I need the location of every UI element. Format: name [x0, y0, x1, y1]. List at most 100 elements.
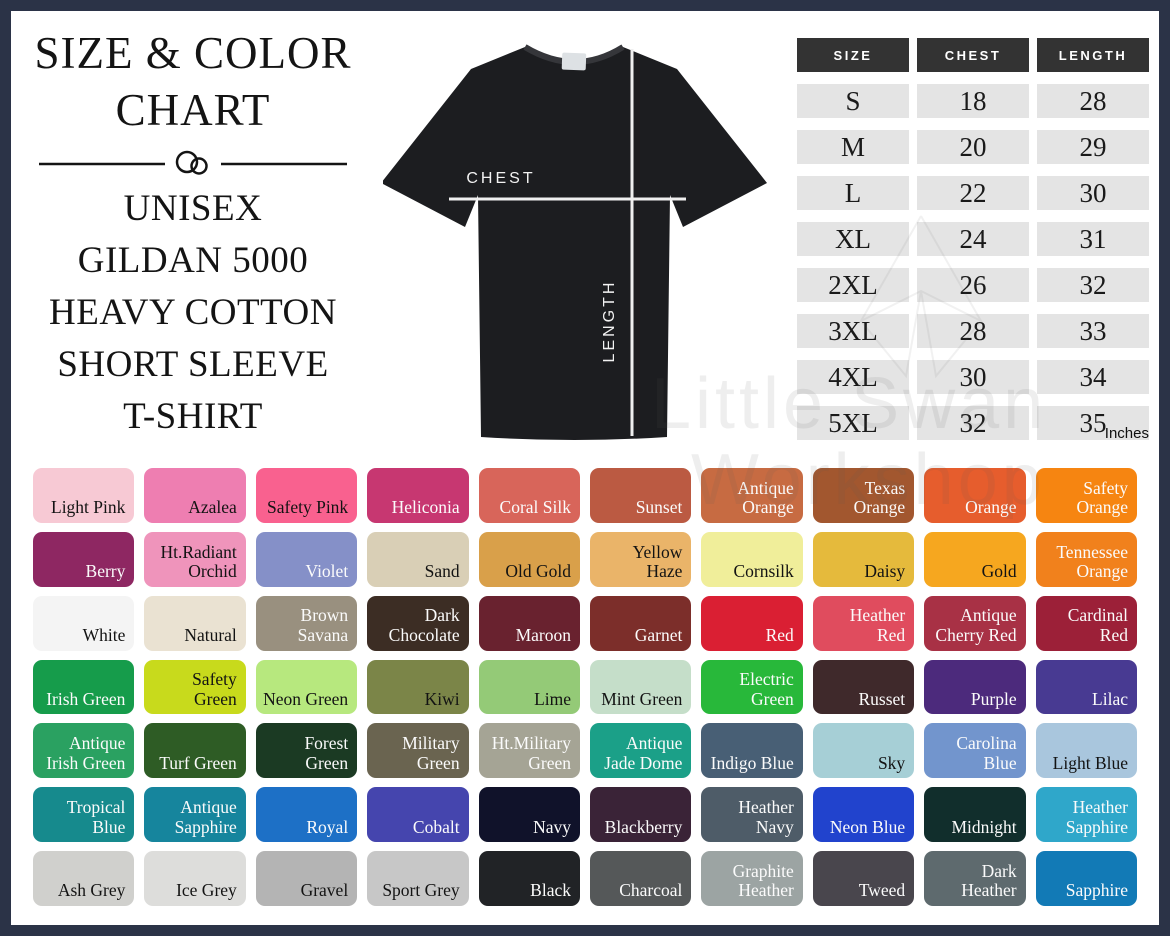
swatch-label: Kiwi: [424, 688, 460, 709]
table-cell: 33: [1037, 314, 1149, 348]
swatch-sunset: Sunset: [590, 468, 692, 523]
swatch-sapphire: Sapphire: [1035, 851, 1137, 906]
swatch-forest-green: Forest Green: [255, 723, 358, 779]
table-header-cell: LENGTH: [1037, 38, 1149, 72]
table-cell: 32: [917, 406, 1029, 440]
swatch-neon-green: Neon Green: [255, 659, 358, 715]
swatch-safety-orange: Safety Orange: [1035, 468, 1137, 523]
subtitle-line: GILDAN 5000: [77, 240, 309, 281]
table-cell: 4XL: [797, 360, 909, 394]
swatch-label: Forest Green: [304, 733, 349, 773]
swatch-label: Ice Grey: [176, 880, 237, 901]
table-cell: 32: [1037, 268, 1149, 302]
swatch-label: Black: [530, 880, 571, 901]
swatch-turf-green: Turf Green: [144, 723, 246, 779]
swatch-label: Light Pink: [51, 497, 126, 518]
subtitle-line: HEAVY COTTON: [49, 292, 337, 333]
swatch-carolina-blue: Carolina Blue: [924, 723, 1026, 779]
swatch-gold: Gold: [924, 531, 1026, 587]
table-cell: 30: [1037, 176, 1149, 210]
table-cell: 28: [1037, 84, 1149, 118]
chest-label: CHEST: [466, 170, 535, 187]
swatch-coral-silk: Coral Silk: [478, 468, 580, 523]
swatch-label: Light Blue: [1052, 752, 1128, 773]
swatch-label: Ash Grey: [57, 880, 126, 901]
swatch-label: Mint Green: [601, 688, 683, 709]
table-cell: 20: [917, 130, 1029, 164]
swatch-red: Red: [701, 595, 803, 651]
swatch-label: Ht.Radiant Orchid: [160, 541, 237, 582]
swatch-irish-green: Irish Green: [33, 659, 135, 715]
table-cell: 24: [917, 222, 1029, 256]
swatch-label: Orange: [965, 497, 1017, 518]
swatch-cornsilk: Cornsilk: [701, 531, 803, 587]
size-table: SIZE CHEST LENGTH S 18 28 M 20 29 L 22 30 XL 24 31 2XL 2…: [797, 38, 1149, 440]
table-cell: M: [797, 130, 909, 164]
swatch-label: Brown Savana: [297, 605, 349, 645]
swatch-lime: Lime: [478, 659, 580, 715]
swatch-old-gold: Old Gold: [478, 531, 580, 587]
swatch-azalea: Azalea: [144, 468, 246, 523]
swatch-label: Red: [765, 624, 794, 645]
length-label: LENGTH: [601, 280, 618, 363]
swatch-antique-sapphire: Antique Sapphire: [144, 787, 246, 843]
swatch-heather-red: Heather Red: [812, 595, 915, 651]
table-header-cell: CHEST: [917, 38, 1029, 72]
swatch-maroon: Maroon: [478, 595, 580, 651]
swatch-label: Safety Green: [192, 669, 237, 709]
units-note: Inches: [1104, 425, 1149, 442]
swatch-label: Daisy: [864, 561, 906, 582]
swatch-label: Dark Heather: [961, 860, 1017, 901]
swatch-white: White: [33, 595, 135, 651]
swatch-electric-green: Electric Green: [701, 659, 803, 715]
swatch-berry: Berry: [33, 531, 135, 587]
swatch-label: Tweed: [858, 880, 906, 901]
table-cell: L: [797, 176, 909, 210]
swatch-sand: Sand: [367, 531, 469, 587]
swatch-dark-heather: Dark Heather: [924, 851, 1026, 906]
swatch-label: Antique Sapphire: [174, 796, 237, 837]
subtitle-line: SHORT SLEEVE: [57, 344, 329, 385]
swatch-label: Cobalt: [412, 816, 460, 837]
swatch-violet: Violet: [255, 531, 358, 587]
swatch-label: Irish Green: [46, 688, 126, 709]
swatch-military-green: Military Green: [367, 723, 469, 779]
swatch-antique-orange: Antique Orange: [701, 468, 803, 523]
swatch-ht-military-green: Ht.Military Green: [478, 723, 580, 779]
swatch-label: Yellow Haze: [632, 541, 683, 582]
table-cell: 18: [917, 84, 1029, 118]
swatch-label: Sapphire: [1065, 880, 1128, 901]
table-header-cell: SIZE: [797, 38, 909, 72]
swatch-label: Graphite Heather: [732, 860, 794, 901]
swatch-label: Neon Blue: [829, 816, 906, 837]
swatch-label: Sand: [424, 561, 460, 582]
swatch-midnight: Midnight: [924, 787, 1026, 843]
swatch-light-blue: Light Blue: [1035, 723, 1137, 779]
swatch-mint-green: Mint Green: [590, 659, 692, 715]
swatch-label: Navy: [533, 816, 571, 837]
swatch-label: Carolina Blue: [956, 733, 1017, 773]
swatch-cardinal-red: Cardinal Red: [1035, 595, 1137, 651]
swatch-yellow-haze: Yellow Haze: [590, 531, 692, 587]
swatch-label: Indigo Blue: [710, 752, 794, 773]
swatch-label: Neon Green: [263, 688, 349, 709]
swatch-label: Antique Irish Green: [46, 733, 126, 773]
swatch-label: Antique Jade Dome: [604, 733, 683, 773]
table-cell: S: [797, 84, 909, 118]
swatch-label: Maroon: [515, 624, 571, 645]
swatch-indigo-blue: Indigo Blue: [701, 723, 803, 779]
swatch-texas-orange: Texas Orange: [812, 468, 915, 523]
swatch-label: Violet: [305, 561, 349, 582]
swatch-label: Gold: [981, 561, 1017, 582]
swatch-light-pink: Light Pink: [33, 468, 135, 523]
swatch-antique-jade-dome: Antique Jade Dome: [590, 723, 692, 779]
swatch-ice-grey: Ice Grey: [144, 851, 246, 906]
swatch-label: Cardinal Red: [1067, 605, 1128, 645]
swatch-tennessee-orange: Tennessee Orange: [1035, 531, 1137, 587]
swatch-label: Sky: [877, 752, 906, 773]
swatch-label: Ht.Military Green: [491, 733, 571, 773]
swatch-label: Cornsilk: [733, 561, 794, 582]
subtitle-line: T-SHIRT: [123, 396, 263, 437]
swatch-graphite-heather: Graphite Heather: [701, 851, 803, 906]
table-cell: 28: [917, 314, 1029, 348]
